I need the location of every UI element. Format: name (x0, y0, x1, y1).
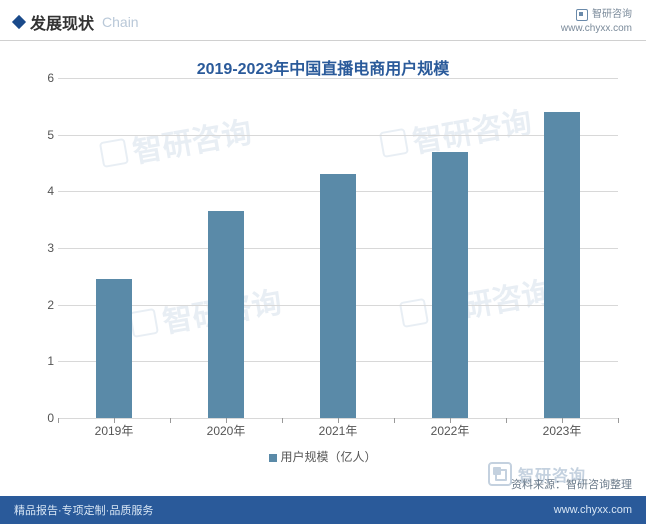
chart-area: 01234562019年2020年2021年2022年2023年 (38, 78, 618, 438)
source-text: 资料来源：智研咨询整理 (511, 476, 632, 492)
y-axis-label: 2 (38, 298, 54, 312)
brand-url: www.chyxx.com (561, 22, 632, 36)
footer-right: www.chyxx.com (554, 504, 632, 516)
x-axis-label: 2022年 (431, 422, 470, 439)
x-tick (338, 418, 339, 423)
y-axis-label: 5 (38, 128, 54, 142)
watermark-icon (488, 462, 512, 486)
header-subtitle: Chain (102, 14, 139, 30)
x-tick (226, 418, 227, 423)
bar (432, 152, 468, 418)
x-tick (394, 418, 395, 423)
x-tick (450, 418, 451, 423)
x-tick (58, 418, 59, 423)
x-tick (282, 418, 283, 423)
header-right: 智研咨询 www.chyxx.com (561, 8, 632, 36)
x-tick (506, 418, 507, 423)
x-tick (562, 418, 563, 423)
y-axis-label: 4 (38, 184, 54, 198)
bar (96, 279, 132, 418)
x-axis-label: 2019年 (95, 422, 134, 439)
legend-swatch (269, 454, 277, 462)
y-axis-label: 6 (38, 71, 54, 85)
x-axis-label: 2021年 (319, 422, 358, 439)
header: 发展现状 Chain 智研咨询 www.chyxx.com (0, 0, 646, 41)
footer: 精品报告·专项定制·品质服务 www.chyxx.com (0, 496, 646, 524)
chart-title: 2019-2023年中国直播电商用户规模 (0, 55, 646, 79)
x-tick (618, 418, 619, 423)
header-left: 发展现状 Chain (14, 10, 139, 34)
x-tick (170, 418, 171, 423)
bar (208, 211, 244, 418)
x-axis-label: 2023年 (543, 422, 582, 439)
brand-name: 智研咨询 (592, 8, 632, 22)
y-axis-label: 0 (38, 411, 54, 425)
header-title: 发展现状 (30, 10, 94, 34)
y-axis-label: 3 (38, 241, 54, 255)
footer-left: 精品报告·专项定制·品质服务 (14, 502, 153, 518)
y-axis-label: 1 (38, 354, 54, 368)
x-tick (114, 418, 115, 423)
legend-label: 用户规模（亿人） (280, 450, 376, 464)
grid-line (58, 135, 618, 136)
x-axis-label: 2020年 (207, 422, 246, 439)
bar (544, 112, 580, 418)
diamond-icon (12, 15, 26, 29)
plot: 01234562019年2020年2021年2022年2023年 (58, 78, 618, 418)
bar (320, 174, 356, 418)
brand-icon (576, 9, 588, 21)
grid-line (58, 78, 618, 79)
